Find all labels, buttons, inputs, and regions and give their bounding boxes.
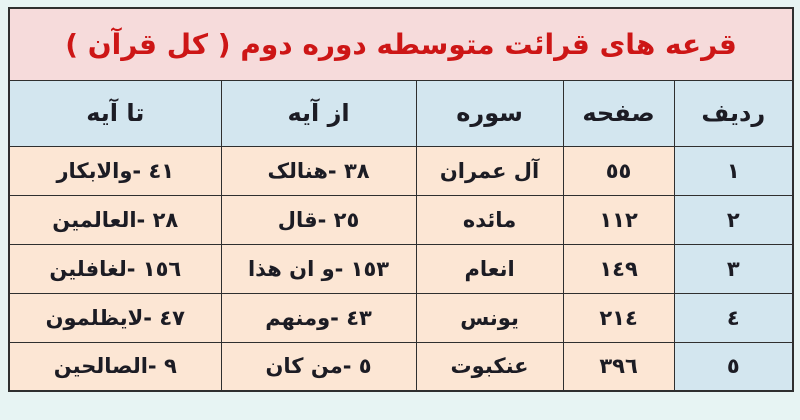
- table-row: ٣ ١٤٩ انعام ١٥٣ -و ان هذا ١٥٦ -لغافلین: [8, 243, 794, 294]
- cell-radif: ٤: [673, 292, 794, 343]
- cell-radif: ٢: [673, 194, 794, 245]
- table-row: ٥ ٣٩٦ عنکبوت ٥ -من کان ٩ -الصالحین: [8, 341, 794, 392]
- quran-recitation-lottery-table: قرعه های قرائت متوسطه دوره دوم ( کل قرآن…: [8, 7, 795, 392]
- table-row: ١ ٥٥ آل عمران ٣٨ -هنالک ٤١ -والابکار: [8, 145, 794, 196]
- cell-sureh: عنکبوت: [415, 341, 564, 392]
- table-header-row: ردیف صفحه سوره از آیه تا آیه: [8, 79, 794, 147]
- cell-sureh: مائده: [415, 194, 564, 245]
- column-header-safheh: صفحه: [562, 79, 675, 147]
- cell-ta-ayeh: ٢٨ -العالمین: [8, 194, 222, 245]
- cell-radif: ٣: [673, 243, 794, 294]
- column-header-radif: ردیف: [673, 79, 794, 147]
- cell-safheh: ٥٥: [562, 145, 675, 196]
- cell-safheh: ١٤٩: [562, 243, 675, 294]
- cell-ta-ayeh: ٤٧ -لایظلمون: [8, 292, 222, 343]
- cell-safheh: ٣٩٦: [562, 341, 675, 392]
- table-row: ٢ ١١٢ مائده ٢٥ -قال ٢٨ -العالمین: [8, 194, 794, 245]
- cell-radif: ٥: [673, 341, 794, 392]
- cell-az-ayeh: ٣٨ -هنالک: [220, 145, 417, 196]
- cell-safheh: ٢١٤: [562, 292, 675, 343]
- cell-az-ayeh: ٢٥ -قال: [220, 194, 417, 245]
- title-row: قرعه های قرائت متوسطه دوره دوم ( کل قرآن…: [8, 7, 794, 81]
- page-title: قرعه های قرائت متوسطه دوره دوم ( کل قرآن…: [8, 7, 794, 81]
- column-header-sureh: سوره: [415, 79, 564, 147]
- column-header-ta-ayeh: تا آیه: [8, 79, 222, 147]
- cell-ta-ayeh: ٤١ -والابکار: [8, 145, 222, 196]
- cell-safheh: ١١٢: [562, 194, 675, 245]
- cell-sureh: یونس: [415, 292, 564, 343]
- table-row: ٤ ٢١٤ یونس ٤٣ -ومنهم ٤٧ -لایظلمون: [8, 292, 794, 343]
- cell-ta-ayeh: ١٥٦ -لغافلین: [8, 243, 222, 294]
- cell-radif: ١: [673, 145, 794, 196]
- cell-sureh: آل عمران: [415, 145, 564, 196]
- cell-az-ayeh: ١٥٣ -و ان هذا: [220, 243, 417, 294]
- cell-sureh: انعام: [415, 243, 564, 294]
- column-header-az-ayeh: از آیه: [220, 79, 417, 147]
- cell-az-ayeh: ٥ -من کان: [220, 341, 417, 392]
- cell-ta-ayeh: ٩ -الصالحین: [8, 341, 222, 392]
- cell-az-ayeh: ٤٣ -ومنهم: [220, 292, 417, 343]
